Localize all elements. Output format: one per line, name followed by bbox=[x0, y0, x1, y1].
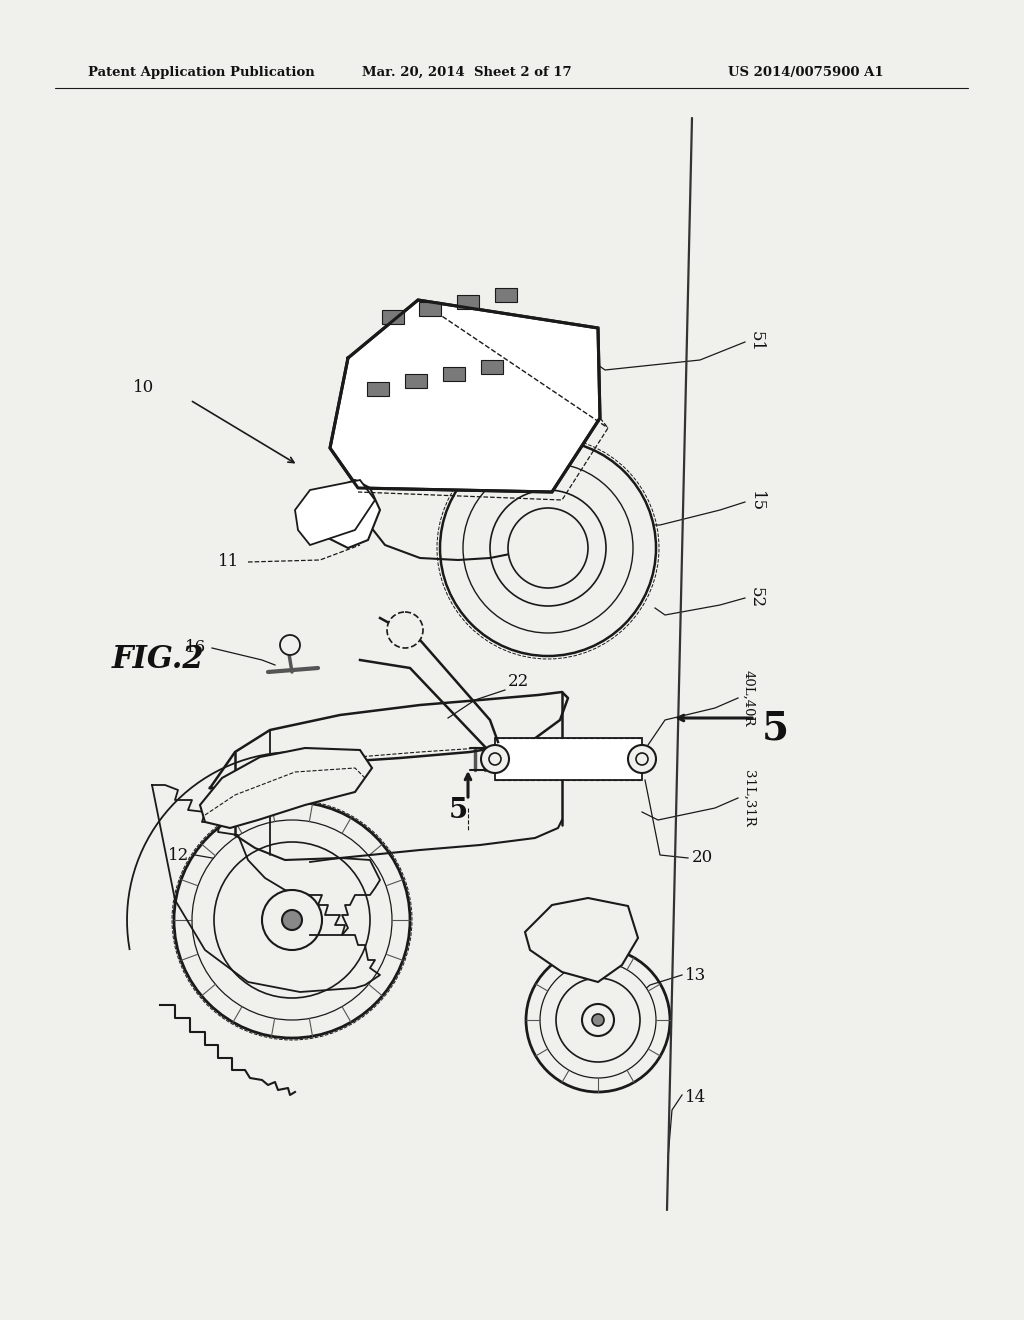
Text: 52: 52 bbox=[748, 587, 765, 609]
Circle shape bbox=[582, 1005, 614, 1036]
Polygon shape bbox=[330, 300, 600, 492]
Circle shape bbox=[508, 508, 588, 587]
Circle shape bbox=[489, 752, 501, 766]
FancyBboxPatch shape bbox=[481, 360, 503, 374]
Polygon shape bbox=[495, 738, 642, 780]
FancyBboxPatch shape bbox=[443, 367, 465, 381]
FancyBboxPatch shape bbox=[382, 310, 404, 323]
Text: 22: 22 bbox=[508, 673, 529, 690]
Circle shape bbox=[526, 948, 670, 1092]
Circle shape bbox=[262, 890, 322, 950]
Circle shape bbox=[280, 635, 300, 655]
Circle shape bbox=[636, 752, 648, 766]
Polygon shape bbox=[318, 480, 380, 548]
Polygon shape bbox=[200, 748, 372, 828]
Circle shape bbox=[214, 842, 370, 998]
Circle shape bbox=[592, 1014, 604, 1026]
Polygon shape bbox=[295, 480, 375, 545]
Text: 5: 5 bbox=[449, 796, 468, 824]
Text: 15: 15 bbox=[748, 491, 765, 512]
Circle shape bbox=[174, 803, 410, 1038]
Text: 51: 51 bbox=[748, 331, 765, 352]
Circle shape bbox=[540, 962, 656, 1078]
Text: FIG.2: FIG.2 bbox=[112, 644, 205, 676]
Circle shape bbox=[463, 463, 633, 634]
Circle shape bbox=[282, 909, 302, 931]
FancyBboxPatch shape bbox=[495, 288, 517, 302]
Circle shape bbox=[440, 440, 656, 656]
Circle shape bbox=[490, 490, 606, 606]
Text: 16: 16 bbox=[185, 639, 206, 656]
FancyBboxPatch shape bbox=[367, 381, 389, 396]
FancyBboxPatch shape bbox=[406, 374, 427, 388]
Text: 14: 14 bbox=[685, 1089, 707, 1106]
Text: 5: 5 bbox=[762, 709, 790, 747]
Text: US 2014/0075900 A1: US 2014/0075900 A1 bbox=[728, 66, 884, 79]
Text: Mar. 20, 2014  Sheet 2 of 17: Mar. 20, 2014 Sheet 2 of 17 bbox=[362, 66, 571, 79]
Text: Patent Application Publication: Patent Application Publication bbox=[88, 66, 314, 79]
Text: 13: 13 bbox=[685, 966, 707, 983]
Text: 40L,40R: 40L,40R bbox=[742, 669, 755, 726]
FancyBboxPatch shape bbox=[457, 294, 479, 309]
Circle shape bbox=[387, 612, 423, 648]
Circle shape bbox=[556, 978, 640, 1063]
FancyBboxPatch shape bbox=[419, 302, 441, 315]
Circle shape bbox=[481, 744, 509, 774]
Text: 11: 11 bbox=[218, 553, 240, 570]
Polygon shape bbox=[525, 898, 638, 982]
Text: 20: 20 bbox=[692, 850, 714, 866]
Circle shape bbox=[193, 820, 392, 1020]
Text: 31L,31R: 31L,31R bbox=[742, 770, 755, 826]
Circle shape bbox=[628, 744, 656, 774]
Text: 10: 10 bbox=[133, 380, 155, 396]
Text: 12: 12 bbox=[168, 846, 189, 863]
